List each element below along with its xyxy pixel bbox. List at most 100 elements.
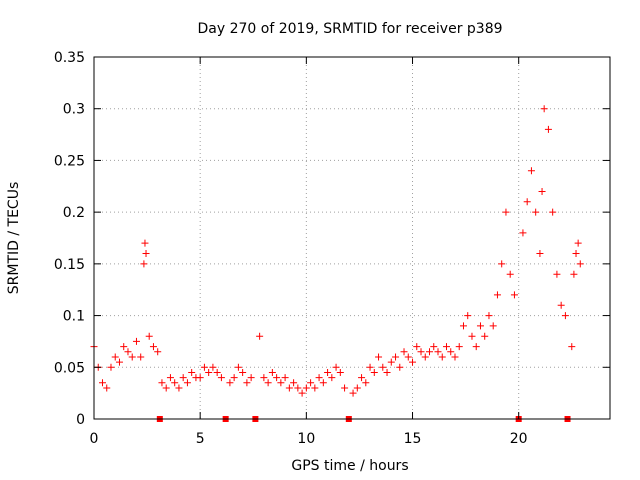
data-point <box>294 384 302 392</box>
data-point <box>392 353 400 361</box>
data-point <box>213 368 221 376</box>
data-point <box>154 348 162 356</box>
data-point <box>315 374 323 382</box>
y-tick-label: 0.3 <box>63 102 85 118</box>
data-point <box>572 250 580 258</box>
data-point <box>557 301 565 309</box>
data-point <box>353 384 361 392</box>
x-tick-label: 5 <box>196 431 205 447</box>
data-point <box>141 239 149 247</box>
data-point <box>430 343 438 351</box>
data-point <box>493 291 501 299</box>
data-point <box>476 322 484 330</box>
data-point <box>362 379 370 387</box>
data-point <box>107 363 115 371</box>
data-point <box>209 363 217 371</box>
data-point <box>459 322 467 330</box>
data-point <box>481 332 489 340</box>
x-tick-label: 10 <box>297 431 315 447</box>
chart-title: Day 270 of 2019, SRMTID for receiver p38… <box>197 21 502 37</box>
data-point <box>115 358 123 366</box>
y-tick-label: 0.1 <box>63 309 85 325</box>
data-point <box>366 363 374 371</box>
data-point <box>498 260 506 268</box>
data-point <box>290 379 298 387</box>
data-point <box>162 384 170 392</box>
data-point <box>527 167 535 175</box>
data-point <box>319 379 327 387</box>
data-point <box>247 374 255 382</box>
data-point <box>142 250 150 258</box>
data-point <box>438 353 446 361</box>
data-point <box>409 358 417 366</box>
data-point <box>111 353 119 361</box>
y-tick-label: 0.35 <box>54 50 85 66</box>
data-point <box>302 384 310 392</box>
data-point <box>576 260 584 268</box>
data-point <box>277 379 285 387</box>
data-point <box>464 312 472 320</box>
data-point <box>124 348 132 356</box>
data-point <box>175 384 183 392</box>
data-point <box>260 374 268 382</box>
data-point <box>298 389 306 397</box>
x-tick-label: 20 <box>510 431 528 447</box>
data-point <box>183 379 191 387</box>
data-point <box>540 105 548 113</box>
data-point <box>400 348 408 356</box>
data-point <box>188 368 196 376</box>
data-point <box>145 332 153 340</box>
data-point <box>349 389 357 397</box>
data-point <box>166 374 174 382</box>
data-point <box>549 208 557 216</box>
y-tick-label: 0.05 <box>54 360 85 376</box>
data-point <box>140 260 148 268</box>
data-point <box>264 379 272 387</box>
data-point <box>519 229 527 237</box>
data-point <box>568 343 576 351</box>
data-point <box>468 332 476 340</box>
data-point <box>149 343 157 351</box>
data-point <box>404 353 412 361</box>
data-point <box>413 343 421 351</box>
data-point <box>574 239 582 247</box>
data-point <box>434 348 442 356</box>
data-point <box>538 187 546 195</box>
data-point <box>375 353 383 361</box>
x-tick-label: 15 <box>404 431 422 447</box>
data-point <box>98 379 106 387</box>
data-point <box>128 353 136 361</box>
data-point <box>332 363 340 371</box>
data-point <box>383 368 391 376</box>
data-point <box>570 270 578 278</box>
data-point <box>179 374 187 382</box>
data-point <box>379 363 387 371</box>
x-tick-label: 0 <box>90 431 99 447</box>
data-point <box>256 332 264 340</box>
data-point <box>234 363 242 371</box>
grid-layer <box>94 57 610 419</box>
data-point <box>396 363 404 371</box>
data-point <box>243 379 251 387</box>
data-point <box>324 368 332 376</box>
data-point <box>217 374 225 382</box>
data-point <box>341 384 349 392</box>
data-point <box>510 291 518 299</box>
data-point <box>137 353 145 361</box>
data-point <box>553 270 561 278</box>
data-point <box>230 374 238 382</box>
data-point <box>561 312 569 320</box>
data-point <box>489 322 497 330</box>
data-point <box>451 353 459 361</box>
data-point <box>281 374 289 382</box>
data-point <box>358 374 366 382</box>
data-point <box>506 270 514 278</box>
data-point <box>426 348 434 356</box>
data-point <box>196 374 204 382</box>
data-point <box>171 379 179 387</box>
data-point <box>502 208 510 216</box>
points-layer <box>90 105 584 397</box>
plot-border <box>93 56 611 420</box>
y-tick-label: 0.2 <box>63 205 85 221</box>
